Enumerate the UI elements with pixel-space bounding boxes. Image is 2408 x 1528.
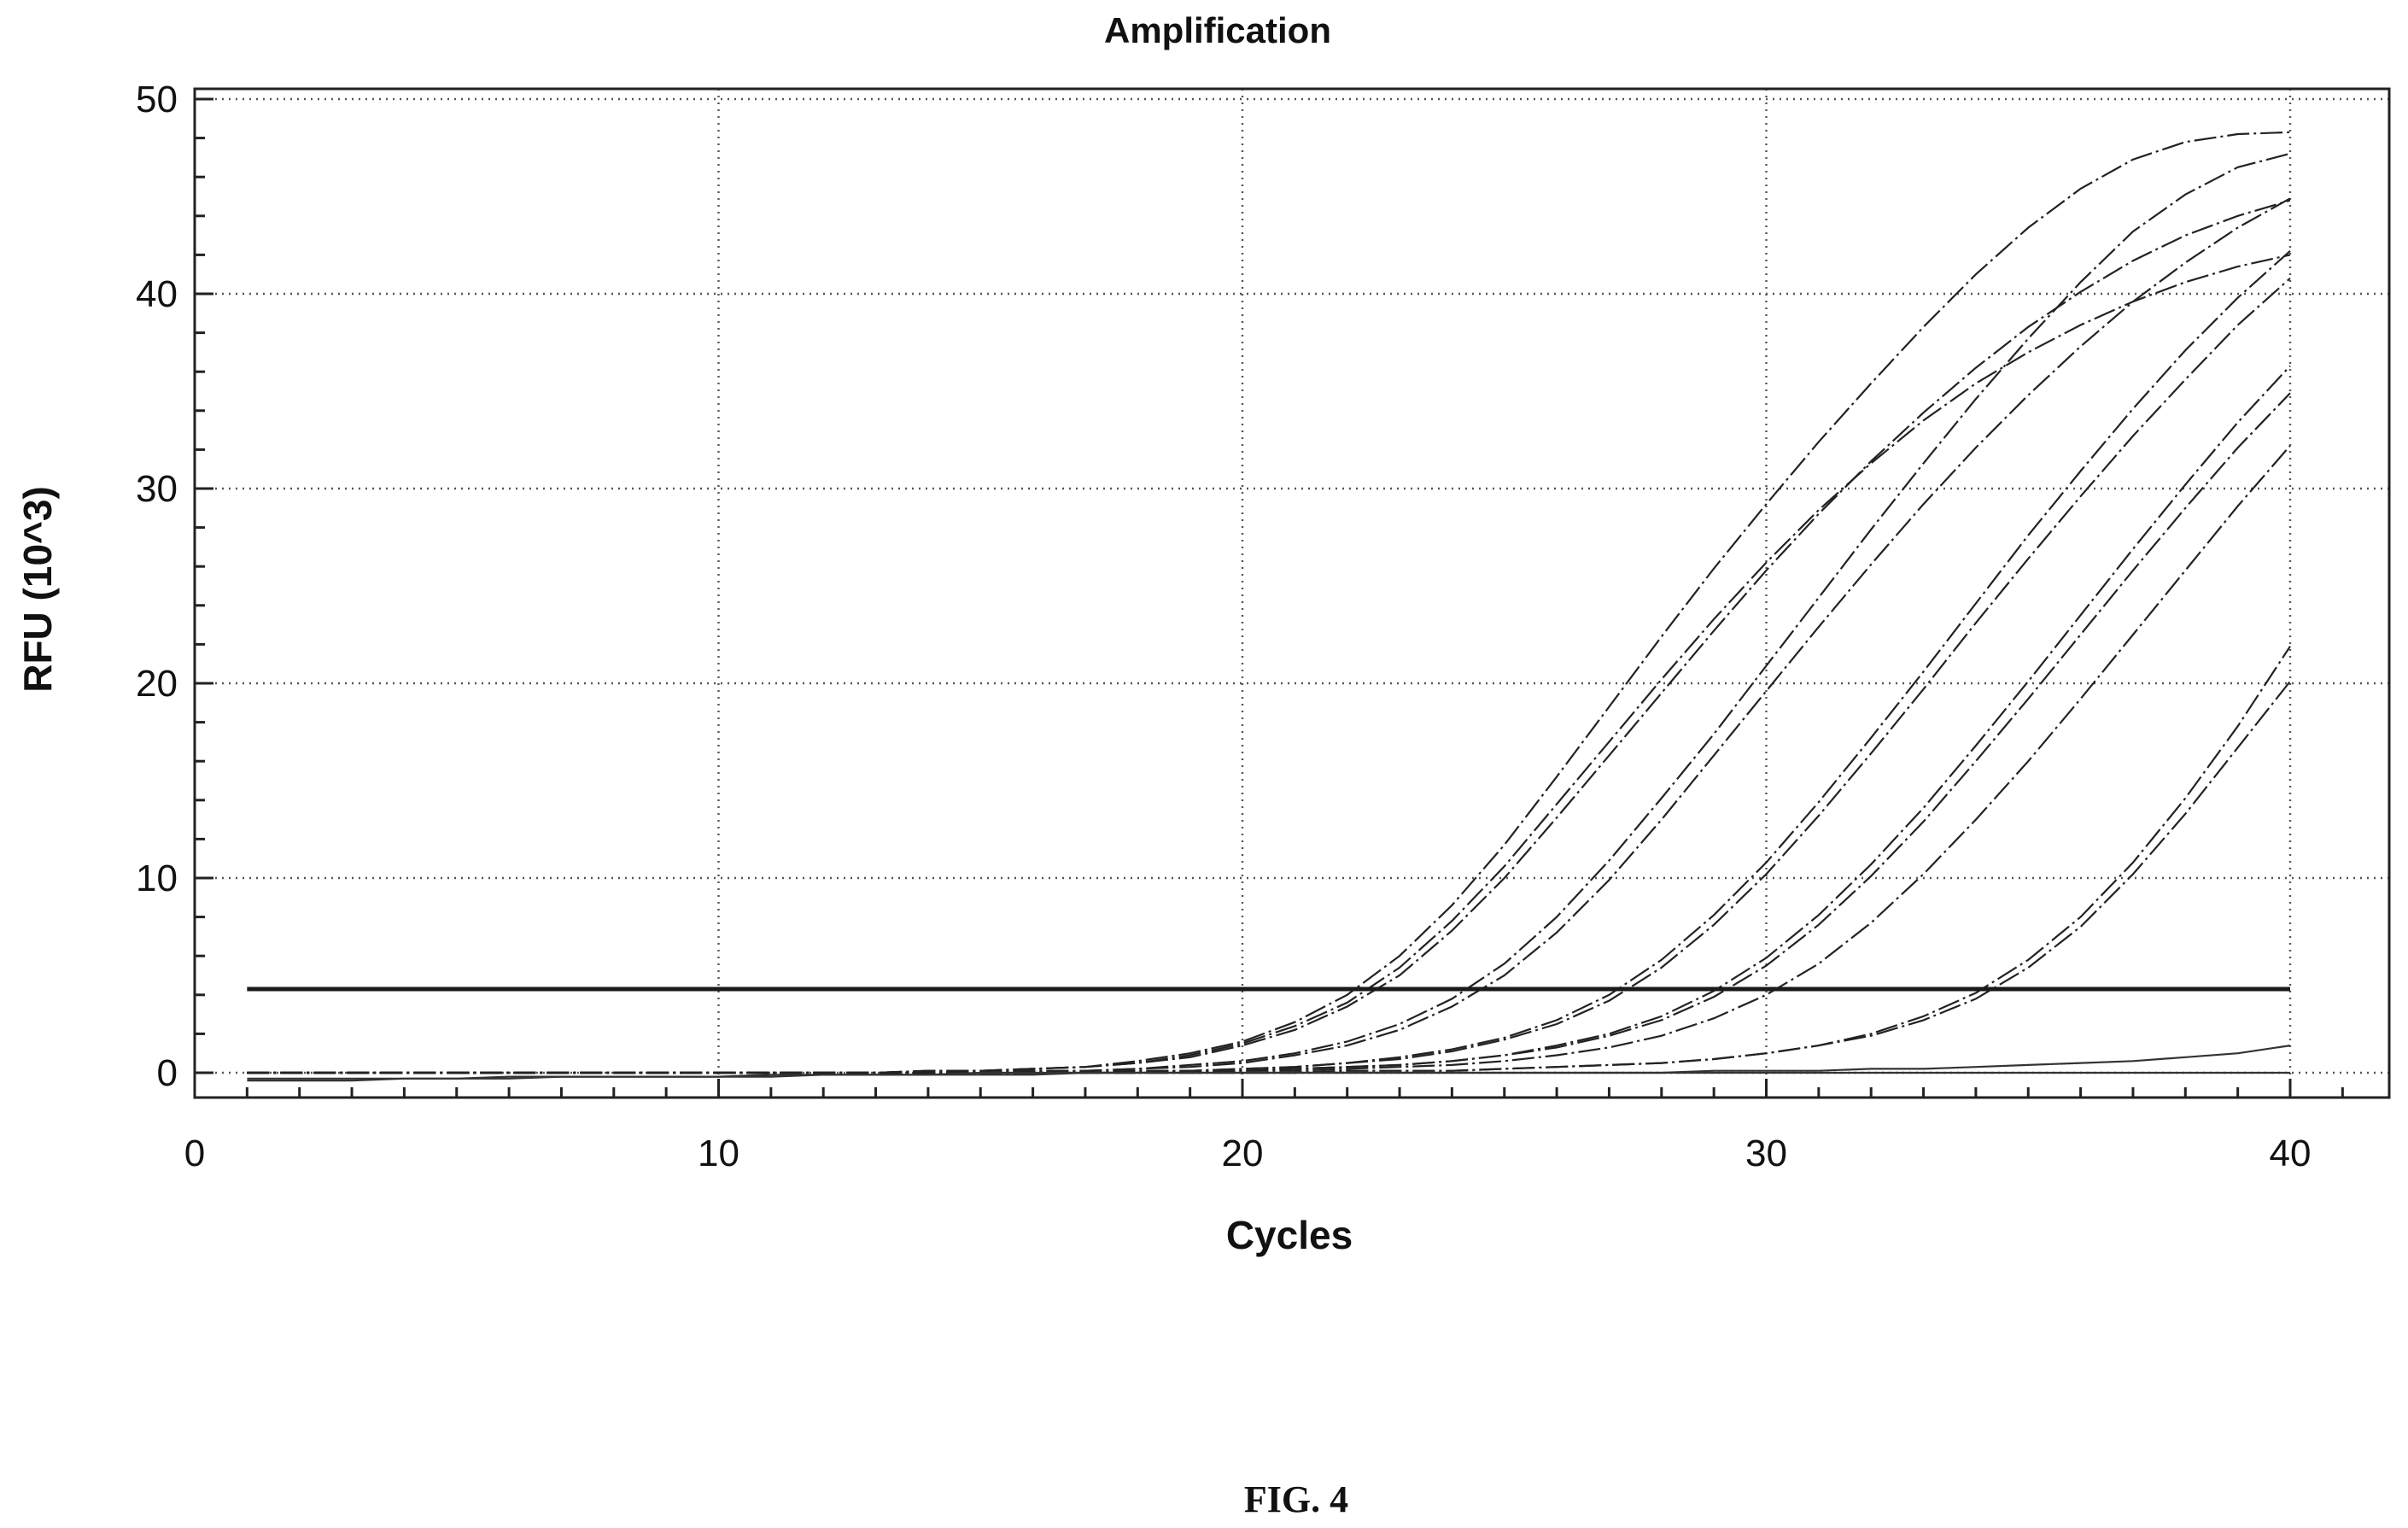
amplification-curve-1 [247,131,2291,1074]
chart-title: Amplification [1104,10,1331,50]
amplification-curve-12 [247,681,2291,1074]
x-axis-label: Cycles [1226,1213,1353,1257]
amplification-curves [247,131,2291,1082]
y-axis-label: RFU (10^3) [15,486,60,693]
amplification-curve-2 [247,254,2291,1074]
amplification-curve-7 [247,277,2291,1074]
y-tick-label: 50 [136,79,178,120]
axis-tick-labels: 0 10 20 30 40 0 10 20 30 40 50 [136,79,2311,1174]
x-tick-label: 0 [184,1133,205,1174]
amplification-curve-5 [247,197,2291,1074]
amplification-curve-9 [247,392,2291,1074]
amplification-curve-3 [247,199,2291,1074]
plot-frame [193,87,2391,1099]
y-tick-label: 0 [157,1052,178,1094]
x-tick-label: 10 [698,1133,739,1174]
y-tick-label: 20 [136,663,178,705]
figure-caption: FIG. 4 [1244,1478,1348,1520]
amplification-curve-11 [247,646,2291,1074]
y-tick-label: 10 [136,858,178,899]
y-tick-label: 30 [136,468,178,510]
x-tick-label: 40 [2270,1133,2312,1174]
x-tick-label: 20 [1222,1133,1264,1174]
x-tick-label: 30 [1745,1133,1787,1174]
y-tick-label: 40 [136,273,178,315]
amplification-curve-10 [247,445,2291,1074]
amplification-curve-6 [247,249,2291,1074]
axis-ticks [193,97,2344,1098]
amplification-curve-14 [247,1071,2290,1082]
amplification-curve-8 [247,365,2291,1074]
grid-lines [195,89,2389,1098]
